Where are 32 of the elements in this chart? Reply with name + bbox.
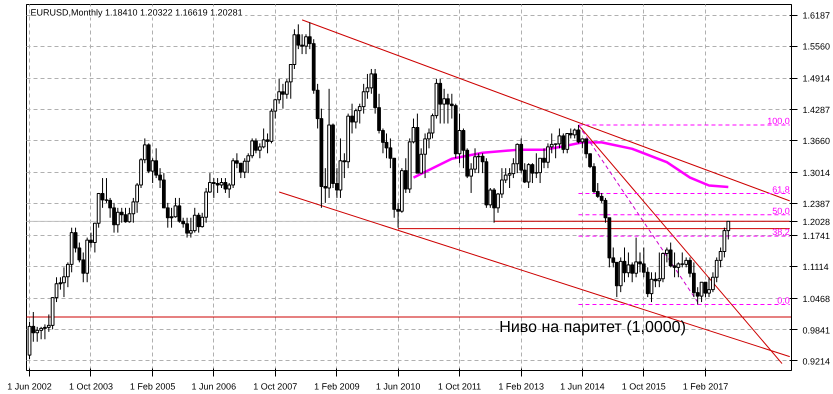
x-tick-label: 1 Oct 2003 <box>68 382 113 392</box>
x-tick-label: 1 Feb 2013 <box>498 382 544 392</box>
y-tick-label: 1.6187 <box>802 10 830 21</box>
series-label: 38.2 <box>772 227 790 238</box>
series-label: 0.0 <box>777 296 790 306</box>
x-tick-label: 1 Oct 2011 <box>438 382 482 392</box>
x-tick-label: 1 Oct 2007 <box>253 382 298 392</box>
y-tick-label: 1.1114 <box>802 262 829 272</box>
x-tick-label: 1 Feb 2009 <box>314 382 360 392</box>
ref-line-label: Ниво на паритет (1,0000) <box>499 318 686 336</box>
y-tick-label: 1.3014 <box>802 168 830 178</box>
x-tick-label: 1 Jun 2002 <box>7 382 52 392</box>
y-tick-label: 1.3660 <box>802 136 830 146</box>
x-tick-label: 1 Jun 2006 <box>192 382 236 392</box>
x-tick-label: 1 Jun 2014 <box>560 382 605 392</box>
y-tick-label: 0.9841 <box>802 325 830 336</box>
x-tick-label: 1 Feb 2005 <box>130 382 176 392</box>
y-tick-label: 1.4914 <box>802 74 830 84</box>
x-tick-label: 1 Oct 2015 <box>622 382 666 392</box>
series-label: 61.8 <box>772 184 790 194</box>
y-tick-label: 1.5560 <box>802 42 830 52</box>
y-tick-label: 0.9214 <box>802 356 830 366</box>
y-tick-label: 1.1741 <box>802 231 830 242</box>
y-tick-label: 1.0468 <box>802 294 830 304</box>
x-tick-label: 1 Jun 2010 <box>376 382 420 392</box>
y-tick-label: 1.2387 <box>802 199 830 210</box>
series-label: 100.0 <box>767 116 790 126</box>
series-label: 50.0 <box>772 206 790 216</box>
y-tick-label: 1.2028 <box>802 216 830 227</box>
y-tick-label: 1.4287 <box>802 104 830 115</box>
chart-title: EURUSD,Monthly 1.18410 1.20322 1.16619 1.20281 <box>30 8 243 18</box>
x-tick-label: 1 Feb 2017 <box>682 382 728 392</box>
